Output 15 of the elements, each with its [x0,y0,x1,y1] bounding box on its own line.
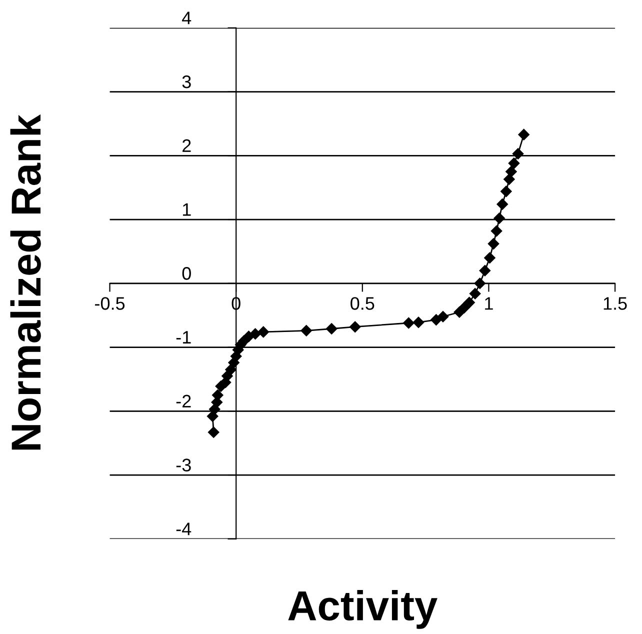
x-axis-title: Activity [288,590,438,629]
y-tick-label: -1 [176,331,191,344]
y-tick-label: 2 [182,139,191,152]
y-axis-title: Normalized Rank [10,114,41,450]
y-tick-label: 4 [182,12,192,24]
y-tick-label: 0 [182,267,191,280]
y-tick-label: 1 [182,203,191,216]
x-tick-label: 1.5 [604,297,627,310]
x-tick-label: 0.5 [350,297,374,310]
y-tick-label: -4 [176,522,192,536]
x-tick-label: 1 [485,297,493,310]
y-tick-label: -3 [176,458,191,472]
y-tick-label: -2 [176,394,191,408]
x-tick-label: -0.5 [95,297,125,310]
y-tick-label: 3 [182,75,191,88]
